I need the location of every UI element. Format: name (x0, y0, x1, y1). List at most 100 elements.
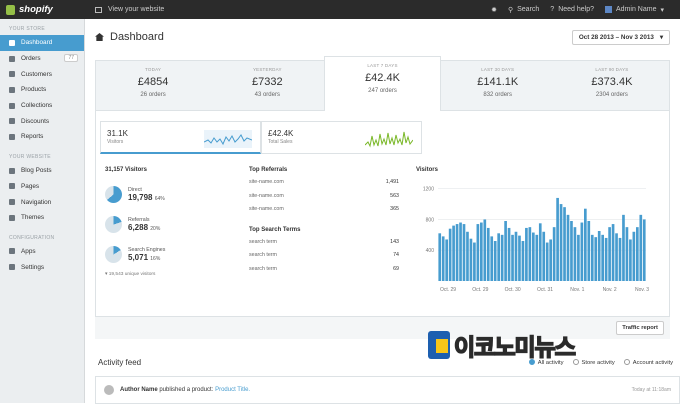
chart-bar[interactable] (525, 227, 528, 281)
activity-filter-1[interactable]: Store activity (572, 359, 615, 366)
chart-bar[interactable] (521, 241, 525, 281)
chart-bar[interactable] (642, 219, 646, 281)
sidebar-item-settings[interactable]: Settings (0, 259, 84, 275)
chart-bar[interactable] (480, 222, 483, 281)
help-button[interactable]: ? Need help? (550, 6, 594, 13)
chart-bar[interactable] (590, 234, 594, 281)
sidebar-item-navigation[interactable]: Navigation (0, 194, 84, 210)
summary-period-4[interactable]: LAST 90 DAYS £373.4K 2304 orders (555, 61, 669, 110)
summary-period-1[interactable]: YESTERDAY £7332 43 orders (210, 61, 324, 110)
sidebar-item-discounts[interactable]: Discounts (0, 113, 84, 129)
search-button[interactable]: ⚲ Search (508, 6, 539, 14)
summary-period-0[interactable]: TODAY £4854 26 orders (96, 61, 210, 110)
chart-bar[interactable] (452, 225, 455, 281)
sidebar-item-dashboard[interactable]: Dashboard (0, 35, 84, 51)
search-term-row[interactable]: search term 74 (249, 252, 399, 266)
traffic-report-button[interactable]: Traffic report (616, 321, 664, 335)
chart-bar[interactable] (580, 222, 584, 281)
sidebar-item-pages[interactable]: Pages (0, 179, 84, 195)
sidebar-item-blog-posts[interactable]: Blog Posts (0, 163, 84, 179)
referral-row[interactable]: site-name.com 1,491 (249, 179, 399, 193)
chart-bar[interactable] (493, 241, 497, 281)
source-pie-chart (105, 185, 122, 203)
admin-menu[interactable]: Admin Name ▾ (605, 6, 664, 14)
chart-bar[interactable] (511, 234, 514, 281)
activity-filter-2[interactable]: Account activity (623, 359, 673, 366)
sidebar-item-collections[interactable]: Collections (0, 98, 84, 114)
chart-bar[interactable] (476, 224, 480, 281)
sidebar-item-reports[interactable]: Reports (0, 129, 84, 145)
chart-bar[interactable] (549, 239, 552, 281)
chart-bar[interactable] (518, 235, 521, 281)
chart-bar[interactable] (622, 214, 625, 281)
chart-bar[interactable] (629, 239, 632, 281)
chart-bar[interactable] (441, 236, 445, 281)
chart-bar[interactable] (497, 233, 500, 281)
date-range-picker[interactable]: Oct 28 2013 – Nov 3 2013 ▾ (571, 29, 670, 45)
sidebar-item-products[interactable]: Products (0, 82, 84, 98)
activity-author[interactable]: Author Name (120, 387, 158, 393)
chart-bar[interactable] (604, 237, 608, 281)
chart-bar[interactable] (552, 227, 556, 281)
chart-bar[interactable] (459, 222, 462, 281)
chart-bar[interactable] (483, 219, 487, 281)
chart-bar[interactable] (601, 234, 604, 281)
chart-bar[interactable] (469, 238, 473, 281)
chart-bar[interactable] (566, 214, 570, 281)
chart-bar[interactable] (532, 232, 535, 281)
chart-bar[interactable] (448, 228, 452, 281)
chart-bar[interactable] (573, 227, 577, 281)
chart-bar[interactable] (538, 223, 542, 281)
chart-bar[interactable] (556, 197, 559, 281)
sidebar-item-customers[interactable]: Customers (0, 66, 84, 82)
chart-bar[interactable] (486, 227, 490, 281)
chart-bar[interactable] (514, 231, 518, 281)
chart-bar[interactable] (559, 204, 563, 281)
shopify-logo[interactable]: shopify (0, 0, 85, 19)
summary-period-3[interactable]: LAST 30 DAYS £141.1K 832 orders (441, 61, 555, 110)
chart-bar[interactable] (438, 233, 442, 281)
search-term-row[interactable]: search term 69 (249, 266, 399, 280)
sidebar-item-orders[interactable]: Orders 77 (0, 51, 84, 67)
chart-bar[interactable] (504, 221, 507, 281)
chart-bar[interactable] (615, 233, 618, 281)
chart-bar[interactable] (500, 234, 504, 281)
chart-bar[interactable] (466, 231, 469, 281)
notifications-button[interactable]: ✹ (491, 6, 497, 14)
activity-product-link[interactable]: Product Title. (215, 387, 251, 393)
activity-filter-0[interactable]: All activity (528, 359, 564, 366)
chart-bar[interactable] (625, 227, 629, 281)
search-term-row[interactable]: search term 143 (249, 239, 399, 253)
tab-visitors[interactable]: 31.1K Visitors (100, 121, 261, 154)
chart-bar[interactable] (455, 224, 459, 281)
chart-bar[interactable] (608, 227, 611, 281)
chart-bar[interactable] (507, 227, 511, 281)
chart-bar[interactable] (462, 224, 466, 281)
chart-bar[interactable] (545, 242, 549, 281)
chart-bar[interactable] (570, 221, 573, 281)
sidebar-item-themes[interactable]: Themes (0, 210, 84, 226)
referral-row[interactable]: site-name.com 365 (249, 206, 399, 220)
chart-bar[interactable] (587, 221, 591, 281)
chart-bar[interactable] (584, 208, 587, 281)
referral-row[interactable]: site-name.com 563 (249, 193, 399, 207)
chart-bar[interactable] (636, 227, 639, 281)
chart-bar[interactable] (528, 227, 532, 281)
tab-total-sales[interactable]: £42.4K Total Sales (261, 121, 422, 154)
chart-bar[interactable] (490, 236, 494, 281)
chart-bar[interactable] (611, 224, 615, 281)
summary-period-2[interactable]: LAST 7 DAYS £42.4K 247 orders (324, 56, 441, 111)
chart-bar[interactable] (618, 237, 622, 281)
chart-bar[interactable] (639, 214, 643, 281)
chart-bar[interactable] (542, 231, 546, 281)
view-website-link[interactable]: View your website (85, 6, 164, 13)
sidebar-item-apps[interactable]: Apps (0, 244, 84, 260)
chart-bar[interactable] (445, 239, 448, 281)
chart-bar[interactable] (535, 234, 539, 281)
chart-bar[interactable] (632, 231, 636, 281)
chart-bar[interactable] (563, 207, 566, 281)
chart-bar[interactable] (597, 231, 601, 281)
chart-bar[interactable] (577, 234, 580, 281)
chart-bar[interactable] (473, 242, 476, 281)
chart-bar[interactable] (594, 237, 598, 281)
